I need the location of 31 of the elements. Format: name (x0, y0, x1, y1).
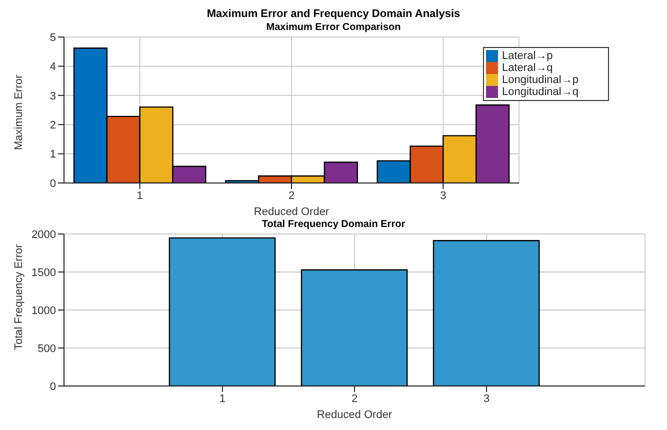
legend-label: Longitudinal→p (502, 74, 578, 86)
y-tick-label: 2000 (32, 228, 56, 241)
x-axis-title: Reduced Order (316, 409, 392, 421)
y-tick-label: 4 (50, 61, 56, 74)
x-tick-label: 1 (136, 190, 143, 202)
x-axis-title: Reduced Order (254, 206, 330, 218)
bar (432, 240, 540, 386)
chart-title: Total Frequency Domain Error (260, 219, 406, 230)
y-tick-label: 5 (50, 32, 56, 44)
legend-label: Lateral→q (502, 62, 553, 74)
y-tick-label: 2 (50, 120, 56, 132)
bar (168, 237, 276, 386)
x-tick-label: 2 (351, 392, 358, 405)
bar (300, 269, 408, 386)
x-tick-label: 3 (483, 392, 490, 405)
chart-title: Maximum Error and Frequency Domain Analysis (206, 8, 462, 20)
y-tick-label: 1500 (32, 266, 56, 279)
y-tick-label: 0 (50, 178, 56, 190)
y-tick-label: 1 (50, 148, 56, 161)
chart-subtitle: Maximum Error Comparison (265, 22, 402, 33)
y-tick-label: 1000 (32, 304, 56, 317)
y-tick-label: 0 (50, 380, 56, 393)
x-tick-label: 1 (219, 392, 226, 405)
y-axis-title: Total Frequency Error (12, 244, 25, 350)
legend-label: Longitudinal→q (502, 86, 578, 98)
x-tick-label: 2 (288, 190, 295, 202)
y-tick-label: 3 (50, 90, 56, 102)
y-axis-title: Maximum Error (12, 74, 25, 150)
y-tick-label: 500 (38, 342, 56, 355)
x-tick-label: 3 (440, 190, 446, 202)
legend-label: Lateral→p (502, 50, 553, 62)
